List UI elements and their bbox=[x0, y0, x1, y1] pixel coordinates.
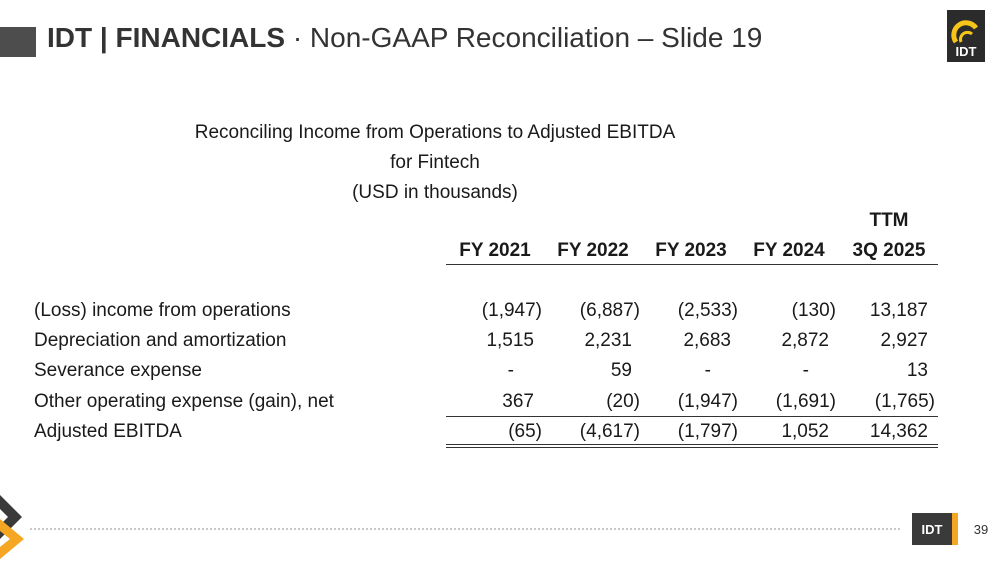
column-header: FY 2021 bbox=[459, 240, 531, 261]
table-cell: 1,052 bbox=[781, 421, 829, 442]
table-cell: 59 bbox=[610, 360, 632, 381]
table-cell: 13,187 bbox=[869, 300, 928, 321]
table-cell: (1,797) bbox=[677, 421, 738, 442]
table-cell: 2,927 bbox=[880, 330, 928, 351]
row-label: Severance expense bbox=[34, 360, 202, 381]
table-cell: - bbox=[802, 360, 809, 381]
table-cell: 2,872 bbox=[781, 330, 829, 351]
footer-divider bbox=[30, 528, 900, 530]
footer-brand: IDT bbox=[912, 513, 952, 545]
column-header: FY 2022 bbox=[557, 240, 629, 261]
row-label: Other operating expense (gain), net bbox=[34, 391, 334, 412]
table-cell: (130) bbox=[791, 300, 836, 321]
column-header: FY 2024 bbox=[753, 240, 825, 261]
row-label: Adjusted EBITDA bbox=[34, 421, 182, 442]
table-cell: 13 bbox=[906, 360, 928, 381]
table-cell: - bbox=[507, 360, 514, 381]
row-label: Depreciation and amortization bbox=[34, 330, 287, 351]
table-cell: 1,515 bbox=[486, 330, 534, 351]
total-double-line-bottom bbox=[446, 447, 938, 448]
table-title-line: (USD in thousands) bbox=[352, 182, 518, 203]
table-title-line: Reconciling Income from Operations to Ad… bbox=[194, 122, 676, 143]
column-header: 3Q 2025 bbox=[852, 240, 926, 261]
header-underline bbox=[446, 264, 938, 265]
column-header: FY 2023 bbox=[655, 240, 727, 261]
footer-chevron-icon bbox=[0, 495, 24, 559]
slide-title-brand: IDT | FINANCIALS bbox=[47, 22, 286, 53]
table-cell: (6,887) bbox=[579, 300, 640, 321]
logo-text: IDT bbox=[955, 44, 977, 59]
table-cell: (4,617) bbox=[579, 421, 640, 442]
row-label: (Loss) income from operations bbox=[34, 300, 291, 321]
table-cell: (1,947) bbox=[677, 391, 738, 412]
table-cell: (1,947) bbox=[481, 300, 542, 321]
table-title-line: for Fintech bbox=[390, 152, 480, 173]
page-number: 39 bbox=[973, 521, 989, 537]
subtotal-line bbox=[446, 416, 938, 417]
table-cell: (1,765) bbox=[874, 391, 935, 412]
table-cell: - bbox=[704, 360, 711, 381]
table-cell: (65) bbox=[508, 421, 542, 442]
slide-title: IDT | FINANCIALS · Non-GAAP Reconciliati… bbox=[47, 22, 762, 54]
table-cell: (2,533) bbox=[677, 300, 738, 321]
slide-title-subtitle: · Non-GAAP Reconciliation – Slide 19 bbox=[292, 22, 763, 53]
table-cell: (1,691) bbox=[775, 391, 836, 412]
footer-accent bbox=[952, 513, 958, 545]
total-double-line-top bbox=[446, 444, 938, 445]
idt-logo: IDT bbox=[947, 10, 985, 62]
table-cell: 2,683 bbox=[683, 330, 731, 351]
table-cell: 367 bbox=[502, 391, 534, 412]
logo-arc-icon bbox=[951, 20, 979, 44]
table-cell: 14,362 bbox=[869, 421, 928, 442]
table-title: Reconciling Income from Operations to Ad… bbox=[150, 118, 720, 208]
table-cell: 2,231 bbox=[584, 330, 632, 351]
header-accent-bar bbox=[0, 27, 36, 57]
table-cell: (20) bbox=[606, 391, 640, 412]
column-header-top: TTM bbox=[869, 210, 909, 231]
